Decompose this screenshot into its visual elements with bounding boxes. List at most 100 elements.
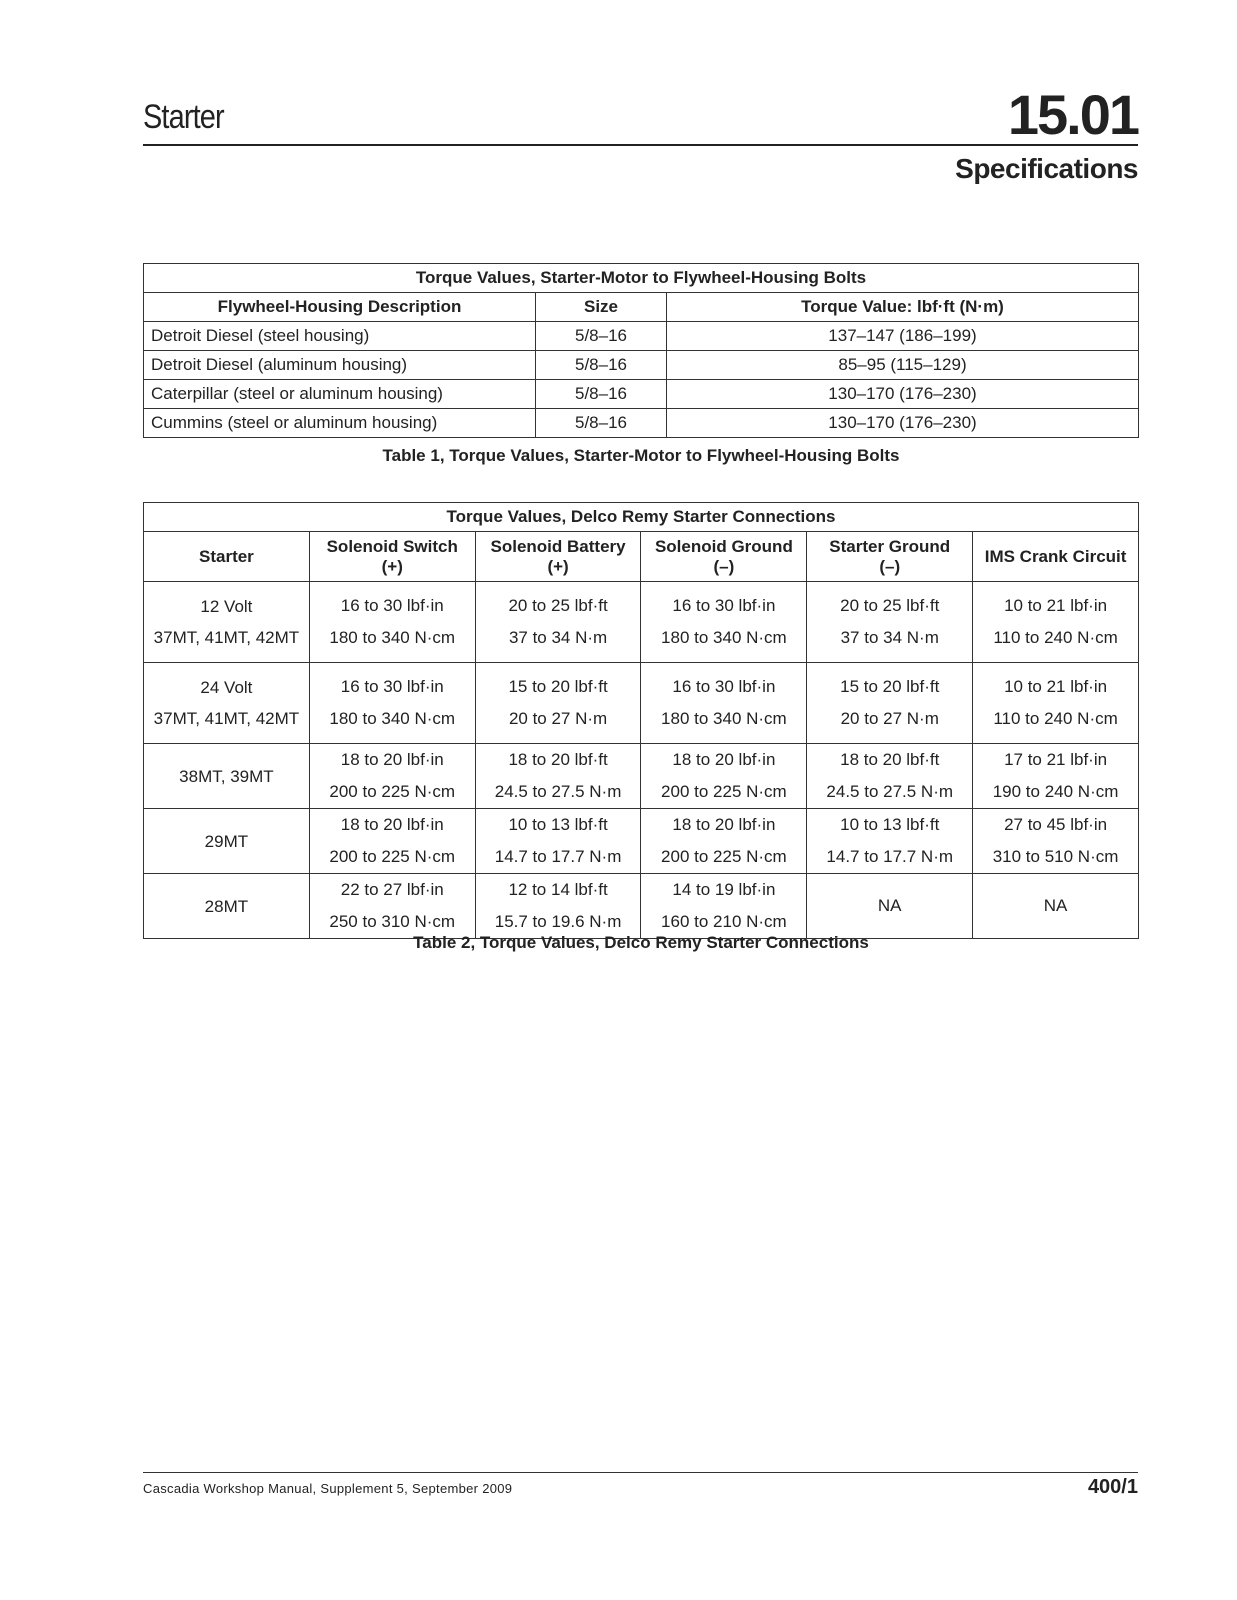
value-line: 10 to 13 lbf·ft [508,815,608,834]
table-cell: 5/8–16 [535,350,667,380]
value-line: 200 to 225 N·cm [329,782,456,801]
value-line: 37 to 34 N·m [840,628,939,647]
table-cell: 20 to 25 lbf·ft 37 to 34 N·m [806,581,974,663]
table-caption: Table 2, Torque Values, Delco Remy Start… [413,933,869,952]
value-line: NA [1043,896,1068,915]
table-cell: 18 to 20 lbf·in 200 to 225 N·cm [308,743,476,809]
table-cell: 18 to 20 lbf·ft 24.5 to 27.5 N·m [806,743,974,809]
value-line: 180 to 340 N·cm [661,628,787,647]
table-cell: 130–170 (176–230) [666,408,1139,438]
column-header: IMS Crank Circuit [972,531,1139,582]
column-header-line: (–) [713,556,735,576]
table-row: Cummins (steel or aluminum housing) 5/8–1… [143,408,1139,438]
starter-line: 24 Volt [200,678,253,697]
table-caption: Table 1, Torque Values, Starter-Motor to… [382,446,900,465]
section-number: 15.01 [1007,83,1140,146]
table-cell: NA [972,873,1139,939]
column-header: Starter [143,531,310,582]
table-row: 12 Volt 37MT, 41MT, 42MT 16 to 30 lbf·in 18… [143,581,1139,663]
table-row: Detroit Diesel (aluminum housing) 5/8–16 8… [143,350,1139,380]
table-cell: Caterpillar (steel or aluminum housing) [143,379,536,409]
table-cell: 16 to 30 lbf·in 180 to 340 N·cm [640,581,808,663]
value-line: 18 to 20 lbf·ft [840,750,940,769]
column-header-line: IMS Crank Circuit [984,546,1127,566]
table-cell: NA [806,873,974,939]
table-cell: 10 to 13 lbf·ft 14.7 to 17.7 N·m [806,808,974,874]
value-line: 17 to 21 lbf·in [1004,750,1108,769]
value-line: 200 to 225 N·cm [661,847,787,866]
starter-cell: 12 Volt 37MT, 41MT, 42MT [143,581,310,663]
value-line: 16 to 30 lbf·in [672,596,776,615]
value-line: 20 to 27 N·m [508,709,608,728]
column-header: Solenoid Ground (–) [640,531,808,582]
value-line: 190 to 240 N·cm [992,782,1119,801]
table-cell: 12 to 14 lbf·ft 15.7 to 19.6 N·m [474,873,642,939]
value-line: 24.5 to 27.5 N·m [494,782,622,801]
table-cell: 15 to 20 lbf·ft 20 to 27 N·m [474,662,642,744]
column-header-line: (–) [879,556,901,576]
column-header: Starter Ground (–) [806,531,974,582]
column-header: Solenoid Battery (+) [474,531,642,582]
value-line: 27 to 45 lbf·in [1004,815,1108,834]
column-header: Flywheel-Housing Description [143,292,536,322]
column-header-line: Solenoid Switch [326,536,458,556]
table-cell: 5/8–16 [535,321,667,351]
page-number: 400/1 [1087,1476,1138,1498]
footer-divider [143,1472,1138,1473]
value-line: NA [877,896,902,915]
table-cell: 14 to 19 lbf·in 160 to 210 N·cm [640,873,808,939]
column-header-line: Starter [199,546,254,566]
table-row: Caterpillar (steel or aluminum housing) 5… [143,379,1139,409]
value-line: 18 to 20 lbf·in [672,750,776,769]
starter-cell: 24 Volt 37MT, 41MT, 42MT [143,662,310,744]
starter-cell: 38MT, 39MT [143,743,310,809]
column-header-line: Solenoid Ground [654,536,793,556]
table-cell: 18 to 20 lbf·ft 24.5 to 27.5 N·m [474,743,642,809]
table-cell: 10 to 13 lbf·ft 14.7 to 17.7 N·m [474,808,642,874]
page-subtitle: Specifications [955,153,1138,184]
value-line: 10 to 21 lbf·in [1004,677,1108,696]
table-cell: 16 to 30 lbf·in 180 to 340 N·cm [640,662,808,744]
column-header-line: (+) [547,556,569,576]
section-title: Starter [143,98,225,136]
value-line: 20 to 27 N·m [840,709,939,728]
value-line: 250 to 310 N·cm [329,912,456,931]
table-cell: 5/8–16 [535,408,667,438]
value-line: 18 to 20 lbf·in [672,815,776,834]
table-cell: Cummins (steel or aluminum housing) [143,408,536,438]
starter-line: 29MT [204,831,249,851]
starter-cell: 29MT [143,808,310,874]
value-line: 110 to 240 N·cm [993,709,1118,728]
table-cell: 16 to 30 lbf·in 180 to 340 N·cm [308,662,476,744]
table-title: Torque Values, Delco Remy Starter Connec… [143,502,1139,532]
value-line: 16 to 30 lbf·in [340,596,444,615]
value-line: 16 to 30 lbf·in [672,677,776,696]
value-line: 14.7 to 17.7 N·m [494,847,622,866]
table-delco-remy-torque: Torque Values, Delco Remy Starter Connec… [143,502,1139,939]
table-row: 28MT 22 to 27 lbf·in 250 to 310 N·cm 12 to … [143,873,1139,939]
starter-line: 38MT, 39MT [179,766,274,786]
table-cell: 130–170 (176–230) [666,379,1139,409]
starter-line: 37MT, 41MT, 42MT [153,628,300,647]
table-cell: 17 to 21 lbf·in 190 to 240 N·cm [972,743,1139,809]
table-cell: 18 to 20 lbf·in 200 to 225 N·cm [640,743,808,809]
starter-line: 37MT, 41MT, 42MT [153,709,300,728]
column-header: Size [535,292,667,322]
table-cell: 22 to 27 lbf·in 250 to 310 N·cm [308,873,476,939]
starter-line: 12 Volt [200,597,253,616]
value-line: 20 to 25 lbf·ft [840,596,940,615]
table-cell: 85–95 (115–129) [666,350,1139,380]
table-row: Detroit Diesel (steel housing) 5/8–16 137–… [143,321,1139,351]
table-cell: 10 to 21 lbf·in 110 to 240 N·cm [972,581,1139,663]
value-line: 310 to 510 N·cm [992,847,1119,866]
value-line: 16 to 30 lbf·in [340,677,444,696]
table-cell: 20 to 25 lbf·ft 37 to 34 N·m [474,581,642,663]
value-line: 10 to 21 lbf·in [1004,596,1108,615]
header-divider [143,144,1138,146]
value-line: 18 to 20 lbf·ft [508,750,608,769]
value-line: 15 to 20 lbf·ft [840,677,940,696]
value-line: 180 to 340 N·cm [329,709,456,728]
value-line: 18 to 20 lbf·in [340,750,444,769]
value-line: 180 to 340 N·cm [661,709,787,728]
table-row: 24 Volt 37MT, 41MT, 42MT 16 to 30 lbf·in 18… [143,662,1139,744]
